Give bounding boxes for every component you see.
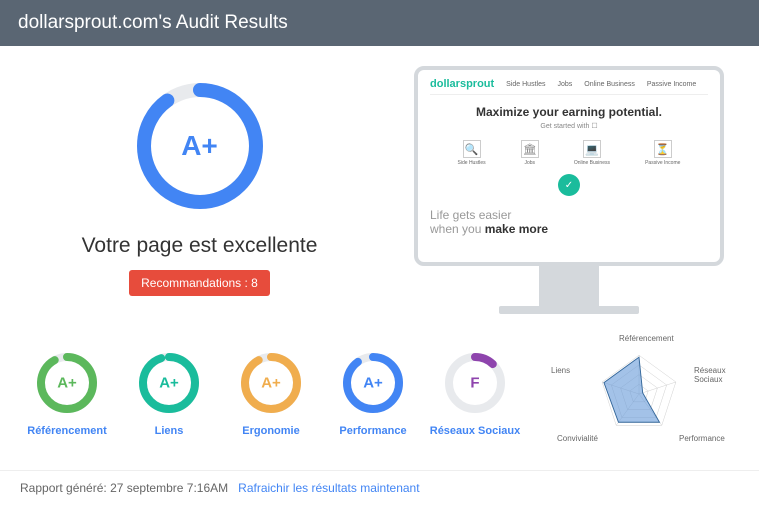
preview-nav-item: Online Business xyxy=(584,81,635,88)
metric-reseaux[interactable]: FRéseaux Sociaux xyxy=(428,351,522,437)
radar-label: Convivialité xyxy=(557,434,598,443)
page-header: dollarsprout.com's Audit Results xyxy=(0,0,759,46)
preview-hero: Maximize your earning potential. xyxy=(430,105,708,119)
score-grade: A+ xyxy=(181,130,218,162)
footer-generated-date: 27 septembre 7:16AM xyxy=(110,481,228,495)
refresh-link[interactable]: Rafraichir les résultats maintenant xyxy=(238,481,419,495)
footer-generated-label: Rapport généré: xyxy=(20,481,110,495)
metric-referencement[interactable]: A+Référencement xyxy=(20,351,114,437)
main-content: A+ Votre page est excellente Recommandat… xyxy=(0,46,759,334)
monitor-screen: dollarsprout Side Hustles Jobs Online Bu… xyxy=(414,66,724,266)
radar-label: Réseaux Sociaux xyxy=(694,366,739,384)
score-panel: A+ Votre page est excellente Recommandat… xyxy=(20,66,379,314)
preview-subhero: Get started with ☐ xyxy=(430,122,708,130)
footer: Rapport généré: 27 septembre 7:16AM Rafr… xyxy=(0,470,759,513)
preview-icon: 🏛Jobs xyxy=(521,140,539,166)
recommendations-badge[interactable]: Recommandations : 8 xyxy=(129,270,270,296)
monitor-mockup: dollarsprout Side Hustles Jobs Online Bu… xyxy=(414,66,724,314)
preview-icon: ⏳Passive Income xyxy=(645,140,680,166)
header-title: dollarsprout.com's Audit Results xyxy=(18,12,288,33)
preview-nav-item: Passive Income xyxy=(647,81,696,88)
metric-performance[interactable]: A+Performance xyxy=(326,351,420,437)
preview-nav: dollarsprout Side Hustles Jobs Online Bu… xyxy=(430,78,708,95)
radar-chart: Référencement Réseaux Sociaux Performance C… xyxy=(539,334,739,454)
preview-tagline: Life gets easier when you make more xyxy=(430,208,708,236)
metric-liens[interactable]: A+Liens xyxy=(122,351,216,437)
radar-label: Liens xyxy=(551,366,570,375)
preview-icon-row: 🔍Side Hustles 🏛Jobs 💻Online Business ⏳Passi… xyxy=(430,140,708,166)
preview-panel: dollarsprout Side Hustles Jobs Online Bu… xyxy=(399,66,739,314)
preview-check-badge: ✓ xyxy=(558,174,580,196)
monitor-base xyxy=(499,306,639,314)
preview-icon: 💻Online Business xyxy=(574,140,610,166)
radar-label: Performance xyxy=(679,434,725,443)
preview-logo: dollarsprout xyxy=(430,78,494,90)
preview-icon: 🔍Side Hustles xyxy=(458,140,486,166)
monitor-stand xyxy=(539,266,599,306)
score-gauge: A+ xyxy=(130,76,270,216)
radar-label: Référencement xyxy=(619,334,674,343)
preview-nav-item: Jobs xyxy=(557,81,572,88)
metric-ergonomie[interactable]: A+Ergonomie xyxy=(224,351,318,437)
metrics-row: A+RéférencementA+LiensA+ErgonomieA+Perfo… xyxy=(0,334,759,464)
score-subtitle: Votre page est excellente xyxy=(82,234,318,258)
preview-nav-item: Side Hustles xyxy=(506,81,545,88)
